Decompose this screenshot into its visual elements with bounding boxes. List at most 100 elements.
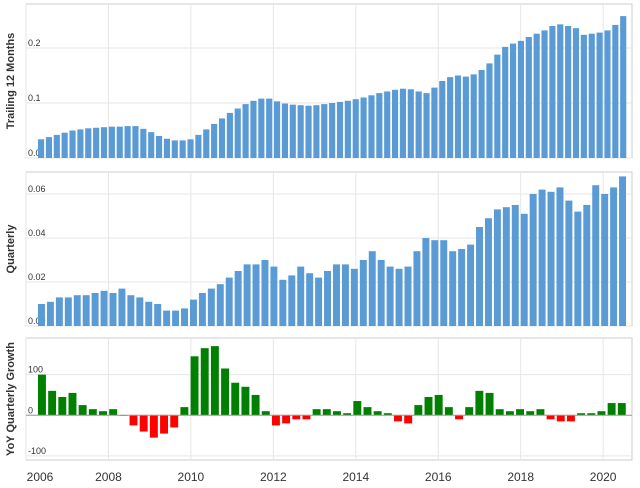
bar [604,30,611,158]
bar [597,411,606,416]
bar [395,268,403,326]
bar [302,415,311,420]
bar [502,207,510,326]
bar [431,87,438,158]
bar [373,411,382,416]
bar [190,356,199,416]
bar [172,310,180,326]
bar [322,409,331,416]
bar [607,403,616,416]
bar [384,91,391,158]
bar [315,277,323,326]
bar [533,33,540,159]
bar [251,394,260,416]
x-tick-label: 2016 [425,470,452,484]
bar [274,101,281,158]
bar [149,415,158,438]
y-tick-label: 0.00 [28,316,46,326]
bar [321,104,328,158]
bar [58,396,67,416]
bar [352,99,359,158]
bar [225,277,233,326]
bar [187,139,194,158]
bar [368,95,375,158]
bar [242,104,249,158]
bar [333,264,340,326]
bar [234,271,242,326]
bar [218,118,226,158]
bar [431,240,439,326]
bar [200,348,209,416]
bar [485,392,494,416]
bar [478,70,485,158]
x-tick-label: 2006 [27,470,54,484]
bar [189,299,197,326]
bar [574,211,582,326]
bar [536,409,545,416]
bar [145,301,153,326]
bar [557,24,564,158]
bar [148,132,155,158]
bar [231,382,240,416]
bar [495,409,504,416]
bar [343,413,352,416]
bar [556,187,564,326]
trailing-12-months-panel: 0.0 0.1 0.2 Trailing 12 Months [5,3,633,159]
bar [493,209,501,326]
bar [546,415,555,420]
bar [38,374,46,416]
bar [415,91,422,158]
bar [341,264,349,326]
bar [38,304,45,326]
bar [449,251,457,326]
y-tick-label: 0 [28,405,33,415]
bar [38,139,45,158]
bar [261,260,269,326]
bar [617,403,626,416]
bar [252,264,260,326]
bar [282,415,291,424]
bar [517,40,525,158]
bar [289,104,296,158]
bar [363,407,372,416]
bar [336,101,344,158]
bar [100,290,108,326]
bar [465,407,474,416]
bar [566,415,575,422]
y-tick-label: 100 [28,365,43,375]
x-axis: 2006 2008 2010 2012 2014 2016 2018 2020 [27,470,617,484]
bar [505,411,514,416]
bar [333,411,341,416]
bar [73,295,81,326]
bar [447,77,454,158]
bar [538,189,546,326]
bar [288,275,296,326]
bar [163,310,171,326]
bar [88,409,97,416]
bar [601,194,609,326]
bar [413,251,421,326]
bar [109,293,117,326]
bar [399,88,407,158]
bar [140,128,147,158]
plot-frame [25,337,633,461]
bar [279,279,287,326]
bar [484,218,492,326]
bar [179,140,186,158]
bar [139,415,148,432]
bar [547,191,555,326]
bar [203,129,210,158]
y-axis-title: Trailing 12 Months [5,33,17,130]
bar [271,415,280,426]
x-tick-label: 2012 [260,470,287,484]
bar [99,411,107,416]
bar [195,134,202,158]
bar [486,63,493,158]
bar [353,401,362,416]
bar [414,405,423,416]
bar [154,304,162,326]
bar [160,415,168,434]
bar [583,205,591,326]
bar [64,297,72,326]
